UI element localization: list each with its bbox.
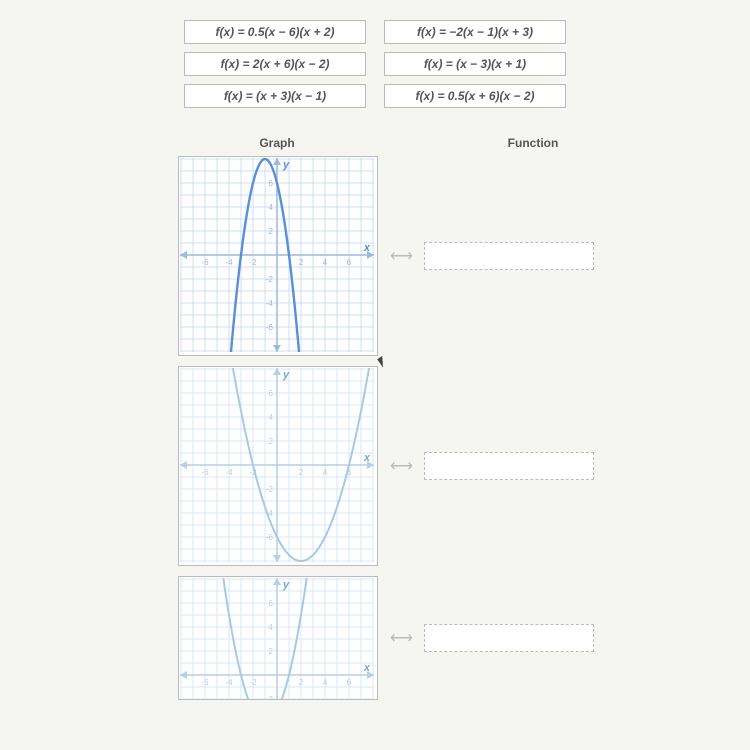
tiles-panel: f(x) = 0.5(x − 6)(x + 2) f(x) = −2(x − 1… <box>20 20 730 108</box>
svg-text:-2: -2 <box>266 485 274 494</box>
match-rows: -6 -4 -2 2 4 6 -6 -4 -2 2 4 6 x y ⟷ -6 -4 -2 2 4 6 -6 -4 -2 2 4… <box>20 156 730 700</box>
svg-text:-6: -6 <box>266 323 274 332</box>
svg-text:y: y <box>282 579 290 591</box>
graph-svg: -6-4-2246-6-4-2246xy <box>180 578 374 700</box>
graph-header: Graph <box>178 136 376 150</box>
svg-text:2: 2 <box>269 227 274 236</box>
double-arrow-icon: ⟷ <box>378 628 424 648</box>
function-tile[interactable]: f(x) = −2(x − 1)(x + 3) <box>384 20 566 44</box>
svg-text:-2: -2 <box>249 258 257 267</box>
svg-text:-4: -4 <box>266 299 274 308</box>
svg-text:-6: -6 <box>201 678 209 687</box>
graph-panel: -6-4-2246-6-4-2246xy <box>178 576 378 700</box>
svg-text:-4: -4 <box>225 678 233 687</box>
svg-text:6: 6 <box>269 389 274 398</box>
svg-text:y: y <box>282 369 290 381</box>
graph-svg: -6-4-2246-6-4-2246xy <box>180 368 374 562</box>
tile-row: f(x) = (x + 3)(x − 1) f(x) = 0.5(x + 6)(… <box>184 84 566 108</box>
graph-svg: -6 -4 -2 2 4 6 -6 -4 -2 2 4 6 x y <box>180 158 374 352</box>
svg-text:6: 6 <box>269 599 274 608</box>
function-tile[interactable]: f(x) = 0.5(x + 6)(x − 2) <box>384 84 566 108</box>
match-row: -6-4-2246-6-4-2246xy ⟷ <box>20 366 730 566</box>
svg-text:2: 2 <box>299 678 304 687</box>
double-arrow-icon: ⟷ <box>378 456 424 476</box>
svg-text:4: 4 <box>323 468 328 477</box>
svg-text:2: 2 <box>299 258 304 267</box>
svg-text:-4: -4 <box>225 468 233 477</box>
answer-slot[interactable] <box>424 242 594 270</box>
svg-text:x: x <box>363 452 371 464</box>
svg-text:x: x <box>363 242 371 254</box>
svg-text:-2: -2 <box>249 678 257 687</box>
function-header: Function <box>448 136 618 150</box>
svg-text:-4: -4 <box>225 258 233 267</box>
svg-text:4: 4 <box>269 623 274 632</box>
svg-text:2: 2 <box>269 437 274 446</box>
svg-text:-6: -6 <box>266 533 274 542</box>
svg-text:6: 6 <box>347 678 352 687</box>
svg-text:4: 4 <box>323 258 328 267</box>
graph-panel: -6-4-2246-6-4-2246xy <box>178 366 378 566</box>
match-row: -6 -4 -2 2 4 6 -6 -4 -2 2 4 6 x y ⟷ <box>20 156 730 356</box>
svg-text:4: 4 <box>269 413 274 422</box>
svg-text:-6: -6 <box>201 468 209 477</box>
double-arrow-icon: ⟷ <box>378 246 424 266</box>
function-tile[interactable]: f(x) = (x − 3)(x + 1) <box>384 52 566 76</box>
column-headers: Graph Function <box>20 136 730 150</box>
tile-row: f(x) = 2(x + 6)(x − 2) f(x) = (x − 3)(x … <box>184 52 566 76</box>
svg-text:6: 6 <box>269 179 274 188</box>
function-tile[interactable]: f(x) = 2(x + 6)(x − 2) <box>184 52 366 76</box>
function-tile[interactable]: f(x) = (x + 3)(x − 1) <box>184 84 366 108</box>
svg-text:-6: -6 <box>201 258 209 267</box>
svg-text:4: 4 <box>323 678 328 687</box>
svg-text:x: x <box>363 662 371 674</box>
tile-row: f(x) = 0.5(x − 6)(x + 2) f(x) = −2(x − 1… <box>184 20 566 44</box>
svg-text:6: 6 <box>347 258 352 267</box>
svg-text:4: 4 <box>269 203 274 212</box>
svg-text:2: 2 <box>299 468 304 477</box>
graph-panel: -6 -4 -2 2 4 6 -6 -4 -2 2 4 6 x y <box>178 156 378 356</box>
function-tile[interactable]: f(x) = 0.5(x − 6)(x + 2) <box>184 20 366 44</box>
svg-text:y: y <box>282 159 290 171</box>
match-row: -6-4-2246-6-4-2246xy ⟷ <box>20 576 730 700</box>
page-container: f(x) = 0.5(x − 6)(x + 2) f(x) = −2(x − 1… <box>20 20 730 700</box>
svg-text:-2: -2 <box>266 275 274 284</box>
answer-slot[interactable] <box>424 624 594 652</box>
svg-text:-2: -2 <box>266 695 274 700</box>
svg-text:2: 2 <box>269 647 274 656</box>
answer-slot[interactable] <box>424 452 594 480</box>
